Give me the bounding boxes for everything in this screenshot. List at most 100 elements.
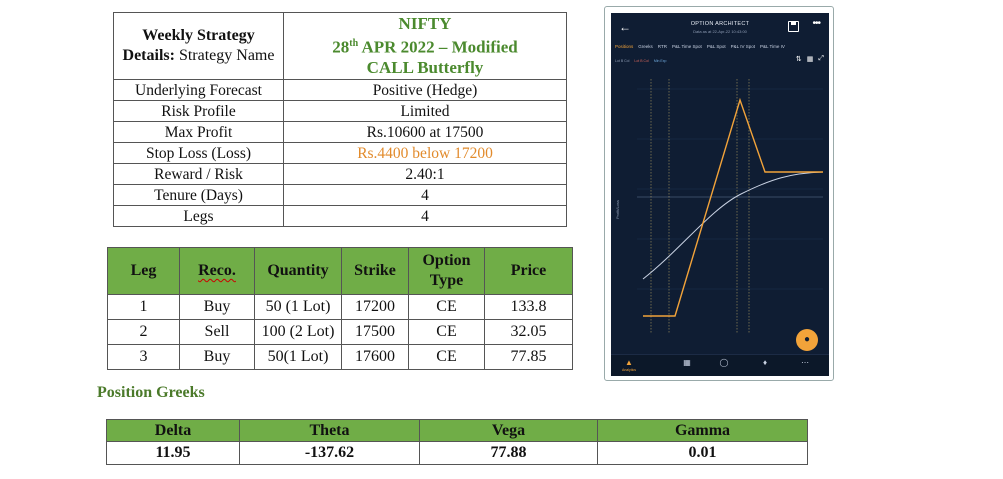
legs-header-row: Leg Reco. Quantity Strike Option Type Pr…: [107, 247, 573, 295]
strike-markers: [650, 79, 750, 334]
table-cell: 100 (2 Lot): [254, 319, 342, 345]
calculator-tab[interactable]: ▦: [677, 358, 697, 367]
more-horizontal-icon: ⋯: [801, 358, 809, 367]
table-cell: 1: [107, 294, 180, 320]
row-value: Rs.4400 below 17200: [283, 142, 567, 164]
bell-icon: ♦: [762, 358, 768, 367]
strategy-row: Reward / Risk 2.40:1: [113, 163, 567, 185]
basket-tab[interactable]: ◯: [714, 358, 734, 367]
current-payoff-line: [642, 171, 824, 280]
strategy-title-cell: Weekly Strategy Details: Strategy Name: [113, 12, 284, 80]
more-tab[interactable]: ⋯: [795, 358, 815, 367]
legs-header-reco: Reco.: [198, 262, 236, 279]
strategy-row: Stop Loss (Loss) Rs.4400 below 17200: [113, 142, 567, 164]
legs-header: Strike: [341, 247, 409, 295]
expand-icon[interactable]: ⤢: [818, 55, 824, 62]
sort-icon[interactable]: ⇅: [795, 56, 802, 63]
legs-header: Reco.: [179, 247, 255, 295]
table-cell: 17200: [341, 294, 409, 320]
strategy-title-sub: Strategy Name: [174, 47, 275, 64]
strategy-row: Tenure (Days) 4: [113, 184, 567, 206]
tab-rtr[interactable]: RTR: [657, 44, 667, 49]
tab-greeks[interactable]: Greeks: [638, 44, 653, 49]
strategy-name-day: 28: [332, 37, 350, 57]
legend-item: Lot B Col: [634, 59, 649, 63]
app-topbar: ← OPTION ARCHITECT Data as at 22-Apr-22 …: [611, 13, 829, 43]
row-label: Risk Profile: [113, 100, 284, 122]
strategy-row: Underlying Forecast Positive (Hedge): [113, 79, 567, 101]
expiry-payoff-line: [643, 97, 823, 317]
row-label: Reward / Risk: [113, 163, 284, 185]
row-value: Positive (Hedge): [283, 79, 567, 101]
greeks-header: Delta: [106, 419, 240, 442]
tab-pl-time-iv[interactable]: P&L Time IV: [760, 44, 785, 49]
row-value: Rs.10600 at 17500: [283, 121, 567, 143]
table-cell: 32.05: [484, 319, 573, 345]
strategy-header-row: Weekly Strategy Details: Strategy Name N…: [113, 12, 567, 80]
row-value: 2.40:1: [283, 163, 567, 185]
app-bottom-bar: ▲ Analytics ▦ ◯ ♦ ⋯: [611, 354, 829, 376]
legend-item: Lot B Col: [615, 59, 630, 63]
microphone-icon[interactable]: ●: [796, 329, 818, 351]
grid-icon[interactable]: ▦: [806, 56, 814, 63]
more-icon[interactable]: •••: [812, 18, 820, 29]
app-tabs: Positions Greeks RTR P&L Time Spot P&L S…: [615, 44, 785, 49]
table-cell: 17600: [341, 344, 409, 370]
table-cell: CE: [408, 294, 485, 320]
bell-tab[interactable]: ♦: [755, 358, 775, 367]
strategy-title-label: Weekly Strategy Details:: [122, 27, 255, 64]
table-cell: 2: [107, 319, 180, 345]
table-cell: 50 (1 Lot): [254, 294, 342, 320]
strategy-name-line3: CALL Butterfly: [366, 57, 484, 77]
greeks-header-row: Delta Theta Vega Gamma: [106, 419, 808, 442]
table-cell: Sell: [179, 319, 255, 345]
greeks-header: Theta: [239, 419, 420, 442]
greeks-value: 77.88: [419, 441, 598, 465]
strategy-name-sup: th: [349, 38, 359, 50]
app-title: OPTION ARCHITECT: [690, 21, 750, 27]
greeks-header: Gamma: [597, 419, 808, 442]
tab-pl-iv-spot[interactable]: P&L IV Spot: [730, 44, 756, 49]
tab-pl-spot[interactable]: P&L Spot: [706, 44, 726, 49]
tab-pl-time-spot[interactable]: P&L Time Spot: [671, 44, 702, 49]
analytics-tab[interactable]: ▲ Analytics: [619, 358, 639, 372]
strategy-row: Max Profit Rs.10600 at 17500: [113, 121, 567, 143]
arrow-left-icon[interactable]: ←: [619, 20, 631, 34]
legs-header: Leg: [107, 247, 180, 295]
strategy-name-rest: APR 2022 – Modified: [358, 37, 518, 57]
greeks-value: 0.01: [597, 441, 808, 465]
strategy-row: Legs 4: [113, 205, 567, 227]
row-label: Legs: [113, 205, 284, 227]
row-label: Stop Loss (Loss): [113, 142, 284, 164]
greeks-value-row: 11.95 -137.62 77.88 0.01: [106, 441, 808, 465]
strategy-name-cell: NIFTY 28th APR 2022 – Modified CALL Butt…: [283, 12, 567, 80]
legend-item: Min Exp: [653, 59, 667, 63]
strategy-name-line1: NIFTY: [398, 14, 452, 34]
row-label: Max Profit: [113, 121, 284, 143]
table-row: 1 Buy 50 (1 Lot) 17200 CE 133.8: [107, 294, 573, 320]
y-axis-label: Profit/Loss: [615, 200, 620, 219]
row-label: Underlying Forecast: [113, 79, 284, 101]
legs-header: Price: [484, 247, 573, 295]
app-subtitle: Data as at 22-Apr-22 10:43:00: [693, 29, 747, 34]
table-row: 2 Sell 100 (2 Lot) 17500 CE 32.05: [107, 319, 573, 345]
basket-icon: ◯: [719, 358, 729, 367]
chart-tools: ⇅ ▦ ⤢: [796, 55, 824, 63]
save-icon[interactable]: [788, 21, 799, 32]
strategy-row: Risk Profile Limited: [113, 100, 567, 122]
tab-positions[interactable]: Positions: [615, 44, 634, 49]
table-row: 3 Buy 50(1 Lot) 17600 CE 77.85: [107, 344, 573, 370]
chart-gridlines: [637, 88, 823, 290]
greeks-table: Delta Theta Vega Gamma 11.95 -137.62 77.…: [106, 419, 808, 465]
greeks-value: -137.62: [239, 441, 420, 465]
analytics-label: Analytics: [621, 368, 636, 372]
strategy-table: Weekly Strategy Details: Strategy Name N…: [113, 12, 567, 227]
greeks-header: Vega: [419, 419, 598, 442]
greeks-value: 11.95: [106, 441, 240, 465]
chart-legend: Lot B Col Lot B Col Min Exp: [615, 59, 666, 63]
table-cell: 77.85: [484, 344, 573, 370]
table-cell: 17500: [341, 319, 409, 345]
payoff-chart: Profit/Loss Levels: [615, 79, 824, 334]
row-value: 4: [283, 205, 567, 227]
legs-table: Leg Reco. Quantity Strike Option Type Pr…: [107, 247, 573, 370]
